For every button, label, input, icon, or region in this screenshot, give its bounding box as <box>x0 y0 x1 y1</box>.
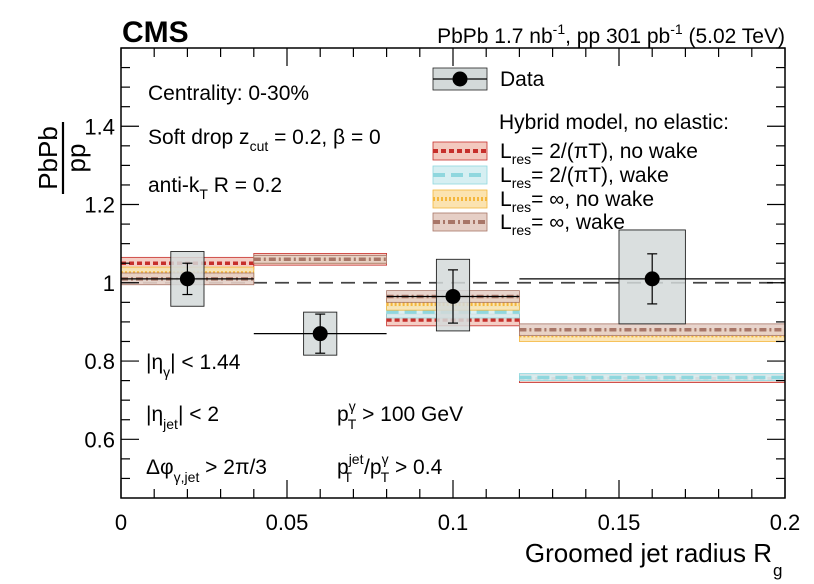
header-pbpb: PbPb 1.7 nb <box>437 25 553 48</box>
header-pp-exp: -1 <box>670 21 683 37</box>
legend-entry-inf_wake: Lres= ∞, wake <box>432 211 625 238</box>
y-tick-label: 1 <box>103 271 115 296</box>
legend-data-entry: Data <box>432 67 545 91</box>
plot-area <box>121 229 785 383</box>
x-label-sub: g <box>773 561 782 580</box>
legend-data-label: Data <box>500 68 545 91</box>
y-label-num: PbPb <box>33 126 63 190</box>
data-point <box>253 311 387 356</box>
y-axis-label: PbPb pp <box>33 122 91 194</box>
x-axis-label: Groomed jet radius R <box>525 538 772 568</box>
data-point <box>386 258 520 332</box>
y-tick-label: 0.6 <box>84 427 115 452</box>
data-point <box>519 229 785 325</box>
eta-jet-text: |ηjet| < 2 <box>146 403 219 432</box>
y-tick-label: 1.2 <box>84 193 115 218</box>
data-marker <box>179 271 195 287</box>
eta-gamma-text: |ηγ| < 1.44 <box>146 351 241 380</box>
legend-label: Lres= ∞, wake <box>500 211 625 238</box>
legend-entry-res_nowake: Lres= 2/(πT), no wake <box>432 140 698 167</box>
y-tick-label: 0.8 <box>84 349 115 374</box>
data-marker <box>445 288 461 304</box>
x-tick-label: 0 <box>115 510 127 535</box>
header-lumi: PbPb 1.7 nb-1, pp 301 pb-1 (5.02 TeV) <box>437 21 785 48</box>
legend-entry-res_wake: Lres= 2/(πT), wake <box>432 164 669 191</box>
y-label-den: pp <box>61 144 91 173</box>
x-tick-label: 0.1 <box>438 510 469 535</box>
header-pbpb-exp: -1 <box>553 21 566 37</box>
data-point <box>121 251 254 307</box>
axes: 0 0.05 0.1 0.15 0.2 0.6 0.8 1 1.2 1.4 <box>84 47 801 535</box>
x-tick-label: 0.15 <box>598 510 641 535</box>
legend-label: Lres= 2/(πT), no wake <box>500 140 698 167</box>
legend-entry-inf_nowake: Lres= ∞, no wake <box>432 188 654 215</box>
pt-ratio-text: pjet T/pγ T > 0.4 <box>337 451 443 485</box>
softdrop-text: Soft drop zcut = 0.2, β = 0 <box>148 126 381 154</box>
dphi-text: Δφγ,jet > 2π/3 <box>146 456 267 485</box>
legend-data-marker <box>452 71 468 87</box>
antikt-text: anti-kT R = 0.2 <box>148 174 282 202</box>
header-energy: (5.02 TeV) <box>683 25 785 48</box>
annotations: Centrality: 0-30% Soft drop zcut = 0.2, … <box>146 82 463 485</box>
pt-gamma-text: pγ T > 100 GeV <box>337 398 463 432</box>
centrality-text: Centrality: 0-30% <box>148 82 309 105</box>
data-marker <box>644 271 660 287</box>
header-pp: , pp 301 pb <box>565 25 670 48</box>
y-tick-label: 1.4 <box>84 114 115 139</box>
legend-label: Lres= 2/(πT), wake <box>500 164 669 191</box>
data-marker <box>312 326 328 342</box>
experiment-label: CMS <box>122 16 189 49</box>
legend-label: Lres= ∞, no wake <box>500 188 654 215</box>
legend-model-header: Hybrid model, no elastic: <box>499 111 729 134</box>
legend: Data Hybrid model, no elastic: Lres= 2/(… <box>432 67 729 238</box>
x-label-main: Groomed jet radius R <box>525 538 772 568</box>
plot-frame <box>120 47 786 499</box>
x-tick-label: 0.05 <box>266 510 309 535</box>
x-tick-label: 0.2 <box>770 510 801 535</box>
